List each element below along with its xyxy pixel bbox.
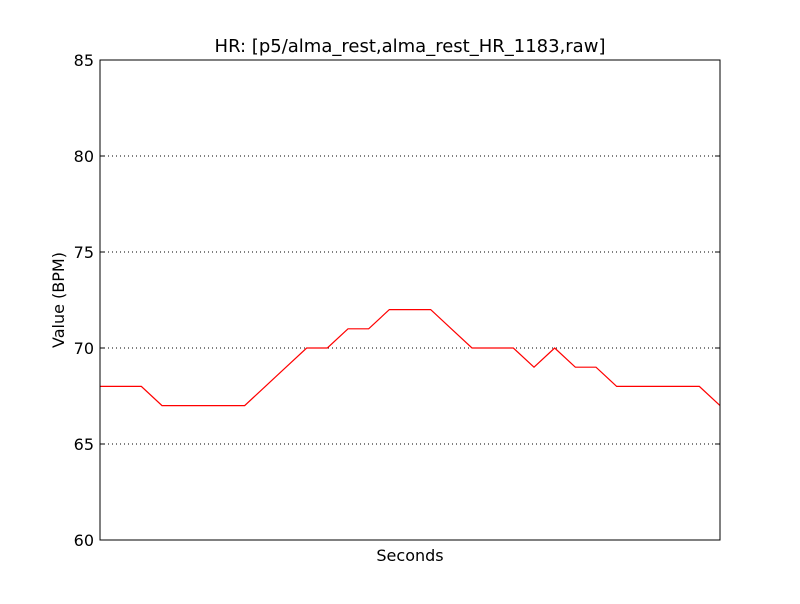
y-tick-label: 60 [74, 531, 94, 550]
y-tick-label: 70 [74, 339, 94, 358]
chart-title: HR: [p5/alma_rest,alma_rest_HR_1183,raw] [215, 36, 606, 57]
plot-frame [99, 59, 721, 541]
y-tick-label: 75 [74, 243, 94, 262]
series-line-0 [100, 309, 721, 407]
y-tick-label: 85 [74, 51, 94, 70]
y-tick-label: 80 [74, 147, 94, 166]
series-layer [100, 309, 721, 407]
y-axis: 60 65 70 75 80 85 [74, 51, 720, 550]
x-axis-label: Seconds [376, 546, 443, 565]
y-tick-label: 65 [74, 435, 94, 454]
y-axis-label: Value (BPM) [49, 252, 68, 348]
grid-lines [100, 155, 720, 445]
